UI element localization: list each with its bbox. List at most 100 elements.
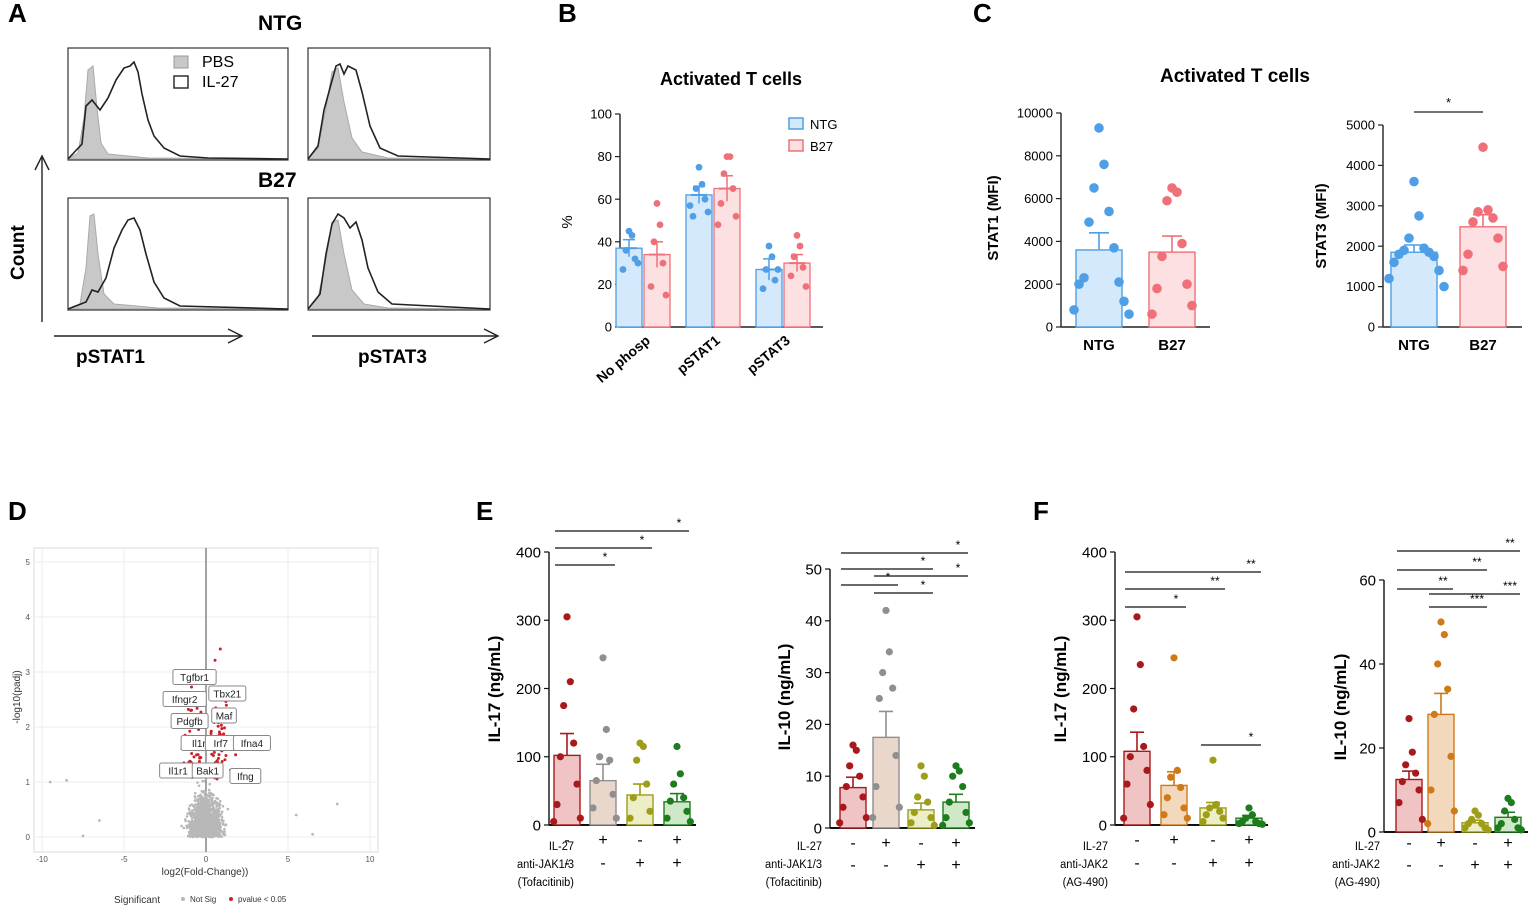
legend-label-il27: IL-27 xyxy=(202,74,239,91)
scatter-point xyxy=(217,804,221,807)
y-tick-label: 4 xyxy=(26,613,31,622)
data-point xyxy=(1473,207,1483,217)
scatter-point xyxy=(216,797,220,800)
y-tick-label: 60 xyxy=(598,192,612,207)
scatter-point xyxy=(222,831,226,834)
treatment-sign: + xyxy=(1244,832,1253,849)
significant-point xyxy=(186,707,190,711)
arrow-head-right xyxy=(227,328,244,344)
scatter-point xyxy=(206,834,210,838)
scatter-point xyxy=(200,833,204,837)
data-point xyxy=(914,793,922,801)
scatter-point xyxy=(199,800,203,803)
bar-group-0 xyxy=(1123,750,1151,826)
arrow-head-right xyxy=(483,328,500,344)
data-point xyxy=(695,163,703,171)
data-point xyxy=(836,819,844,827)
significant-point xyxy=(218,647,222,651)
chart-e1-plot: 0 100 200 300 400 - - + - - + + + IL-27 anti-JAK1/3 (To… xyxy=(516,516,696,889)
significant-point xyxy=(209,729,213,733)
treatment-label: IL-27 xyxy=(1355,841,1380,853)
data-point xyxy=(856,772,864,780)
x-tick-label: pSTAT1 xyxy=(674,332,723,377)
data-point xyxy=(698,180,706,188)
data-point xyxy=(862,814,870,822)
data-point xyxy=(1418,815,1426,824)
significant-point xyxy=(195,706,199,710)
treatment-sign: - xyxy=(1171,855,1176,872)
scatter-point xyxy=(193,796,197,799)
gene-label-box xyxy=(191,762,224,779)
legend-label-ntg: NTG xyxy=(810,117,837,132)
data-point xyxy=(796,242,804,250)
data-point xyxy=(1140,742,1148,751)
treatment-sign: + xyxy=(1208,855,1217,872)
y-tick-label: 200 xyxy=(1082,681,1107,698)
data-point xyxy=(793,232,801,239)
data-point xyxy=(626,814,634,822)
scatter-point xyxy=(191,825,194,829)
scatter-point xyxy=(221,804,225,808)
data-point xyxy=(1119,296,1129,307)
data-point xyxy=(852,746,860,754)
data-point xyxy=(692,185,700,192)
data-point xyxy=(872,782,880,791)
data-point xyxy=(673,742,681,751)
significance-label: * xyxy=(1174,592,1179,606)
data-point xyxy=(1206,804,1214,812)
data-point xyxy=(869,814,877,822)
scatter-point xyxy=(48,780,52,784)
scatter-point xyxy=(201,802,205,805)
treatment-label: anti-JAK1/3 xyxy=(517,859,574,871)
scatter-point xyxy=(217,820,221,824)
treatment-sign: + xyxy=(635,855,644,872)
gene-label: Tgfbr1 xyxy=(180,673,209,684)
significant-point xyxy=(195,753,199,757)
histogram-b27-pstat1 xyxy=(67,197,289,311)
treatment-label: anti-JAK2 xyxy=(1060,859,1108,871)
x-tick-label: 10 xyxy=(366,855,375,864)
scatter-point xyxy=(223,827,226,831)
chart-b-plot: 0 20 40 60 80 100 No phosp pSTAT1 pSTAT3 xyxy=(590,107,823,386)
data-point xyxy=(1447,752,1455,761)
gene-label: Tbx21 xyxy=(213,690,241,701)
data-point xyxy=(714,221,722,229)
scatter-point xyxy=(81,834,85,838)
scatter-point xyxy=(207,800,211,803)
scatter-point xyxy=(198,817,202,820)
significance-label: * xyxy=(1249,730,1254,744)
significant-point xyxy=(219,723,223,727)
scatter-point xyxy=(211,803,215,806)
scatter-point xyxy=(208,782,212,786)
significance-label: * xyxy=(921,554,926,568)
data-point xyxy=(1488,213,1498,223)
data-point xyxy=(563,613,571,621)
treatment-label: IL-27 xyxy=(549,841,574,853)
scatter-point xyxy=(203,796,207,799)
scatter-point xyxy=(203,811,206,815)
data-point xyxy=(680,794,688,802)
chart-c1-plot: 0 2000 4000 6000 8000 10000 NTG B27 xyxy=(1017,106,1210,354)
scatter-point xyxy=(201,823,205,827)
data-point xyxy=(762,266,770,273)
scatter-point xyxy=(196,781,199,784)
data-point xyxy=(1209,756,1217,764)
data-point xyxy=(556,753,564,761)
scatter-point xyxy=(195,815,199,819)
scatter-point xyxy=(202,807,206,810)
y-tick-label: 0 xyxy=(1368,824,1376,841)
data-point xyxy=(1235,820,1243,828)
significant-point xyxy=(220,759,224,763)
scatter-point xyxy=(205,832,208,835)
data-point xyxy=(1104,206,1114,217)
scatter-point xyxy=(200,795,204,799)
scatter-point xyxy=(196,794,200,798)
y-tick-label: 2 xyxy=(26,723,31,732)
treatment-sign: - xyxy=(1472,835,1477,852)
panel-c-title: Activated T cells xyxy=(1160,66,1310,87)
scatter-point xyxy=(191,835,195,839)
scatter-point xyxy=(220,829,223,833)
scatter-point xyxy=(213,818,217,822)
scatter-point xyxy=(212,827,215,830)
significant-point xyxy=(234,753,238,757)
